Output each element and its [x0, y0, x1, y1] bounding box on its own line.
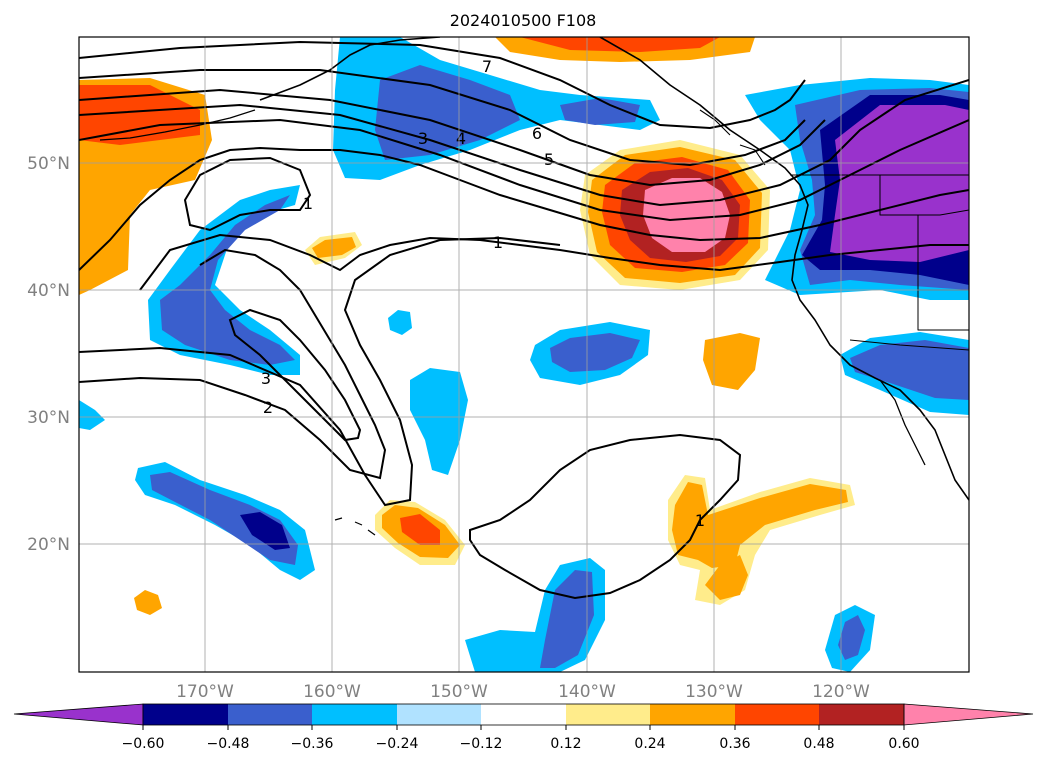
anomaly-negative-far-west	[79, 400, 105, 430]
anomaly-negative-west-band-core	[160, 195, 295, 365]
contour-label: 6	[532, 124, 542, 143]
colorbar-segment	[143, 704, 228, 725]
contour-6	[79, 69, 806, 167]
anomaly-positive-north-edge-core	[520, 37, 720, 52]
anomaly-negative-small-1	[388, 310, 412, 335]
map-frame	[78, 36, 970, 673]
coastline-baja	[879, 379, 926, 466]
lat-label: 40°N	[27, 281, 70, 301]
colorbar-tick-label: 0.12	[550, 736, 581, 752]
contour-1-north	[79, 146, 969, 271]
anomaly-negative-southeast-small-core	[838, 615, 865, 660]
colorbar-tick-label: 0.36	[719, 736, 750, 752]
colorbar: −0.60 −0.48 −0.36 −0.24 −0.12 0.12 0.24 …	[13, 703, 1034, 752]
colorbar-tick-label: −0.60	[122, 736, 165, 752]
colorbar-segment	[566, 704, 650, 725]
contour-label: 3	[261, 369, 271, 388]
anomaly-positive-small-southwest	[134, 590, 162, 615]
contour-1-south	[79, 236, 561, 507]
lat-label: 20°N	[27, 535, 70, 555]
contour-1-southeast	[469, 433, 742, 600]
border-mexico	[849, 339, 969, 351]
colorbar-tick-label: −0.48	[207, 736, 250, 752]
contour-7	[79, 40, 806, 130]
lat-label: 50°N	[27, 154, 70, 174]
lon-label: 150°W	[430, 682, 488, 702]
contour-3	[79, 118, 969, 222]
lat-label: 30°N	[27, 408, 70, 428]
colorbar-extend-high	[903, 703, 1034, 726]
anomaly-negative-gulf-alaska-east	[560, 98, 640, 125]
anomaly-negative-southwest-streak-mid	[150, 472, 298, 565]
anomaly-positive-small-1-core	[312, 237, 356, 258]
contour-5	[79, 88, 826, 187]
lon-label: 120°W	[812, 682, 870, 702]
colorbar-tick-label: −0.24	[376, 736, 419, 752]
contour-lines: 7 6 5 4 3 1 1 3 2 1	[79, 40, 969, 600]
colorbar-tick-label: −0.36	[291, 736, 334, 752]
contour-label: 4	[456, 129, 466, 148]
anomaly-positive-southeast-small	[705, 555, 748, 600]
coastline-islands-bc	[699, 109, 766, 166]
contour-4	[79, 79, 969, 207]
contour-3-trough	[228, 308, 362, 442]
colorbar-segment	[397, 704, 481, 725]
anomaly-positive-mid-east	[703, 333, 760, 390]
anomaly-positive-southeast-band-core	[672, 482, 848, 568]
colorbar-tick-label: 0.48	[803, 736, 834, 752]
colorbar-segment	[650, 704, 735, 725]
anomaly-positive-northwest-core	[79, 85, 200, 145]
longitude-labels: 170°W 160°W 150°W 140°W 130°W 120°W	[176, 682, 870, 702]
lon-label: 130°W	[685, 682, 743, 702]
colorbar-tick-label: 0.60	[888, 736, 919, 752]
colorbar-segment	[735, 704, 819, 725]
lon-label: 140°W	[558, 682, 616, 702]
gridlines	[79, 37, 969, 672]
lon-label: 160°W	[303, 682, 361, 702]
anomaly-negative-mid-east-core	[550, 333, 640, 372]
contour-label: 2	[263, 398, 273, 417]
contour-label: 1	[493, 233, 503, 252]
colorbar-segment	[481, 704, 566, 725]
anomaly-positive-hawaii-core	[400, 514, 440, 545]
colorbar-segment	[312, 704, 397, 725]
colorbar-extend-low	[13, 703, 144, 726]
border-canada-us	[790, 174, 969, 331]
map-panel: 7 6 5 4 3 1 1 3 2 1	[78, 36, 970, 673]
contour-label: 7	[482, 57, 492, 76]
coastline-hawaii	[334, 517, 376, 536]
coastline-aleutians	[99, 109, 256, 141]
anomaly-negative-eastern-core	[830, 105, 969, 262]
colorbar-segment	[819, 704, 904, 725]
contour-2-trough	[79, 248, 387, 480]
anomaly-negative-south-core	[540, 570, 594, 668]
colorbar-tick-label: 0.24	[634, 736, 665, 752]
anomaly-negative-central-strip	[410, 368, 468, 475]
contour-1-inner	[183, 156, 312, 232]
colorbar-tick-label: −0.12	[460, 736, 503, 752]
anomaly-positive-central-high-core	[643, 178, 730, 252]
colorbar-ticks	[142, 725, 905, 730]
lon-label: 170°W	[176, 682, 234, 702]
anomaly-negative-coastal-core	[850, 340, 969, 400]
contour-label: 5	[544, 150, 554, 169]
contour-label: 3	[418, 129, 428, 148]
colorbar-frame	[142, 703, 905, 726]
colorbar-segment	[228, 704, 312, 725]
map-title: 2024010500 F108	[450, 11, 597, 30]
anomaly-negative-gulf-alaska-mid	[375, 65, 520, 160]
contour-1-mid	[139, 233, 969, 291]
anomaly-negative-southwest-streak-core	[240, 512, 290, 550]
contour-label: 1	[695, 511, 705, 530]
coastline-alaska	[259, 37, 441, 101]
latitude-labels: 50°N 40°N 30°N 20°N	[27, 154, 70, 555]
contour-label: 1	[303, 194, 313, 213]
